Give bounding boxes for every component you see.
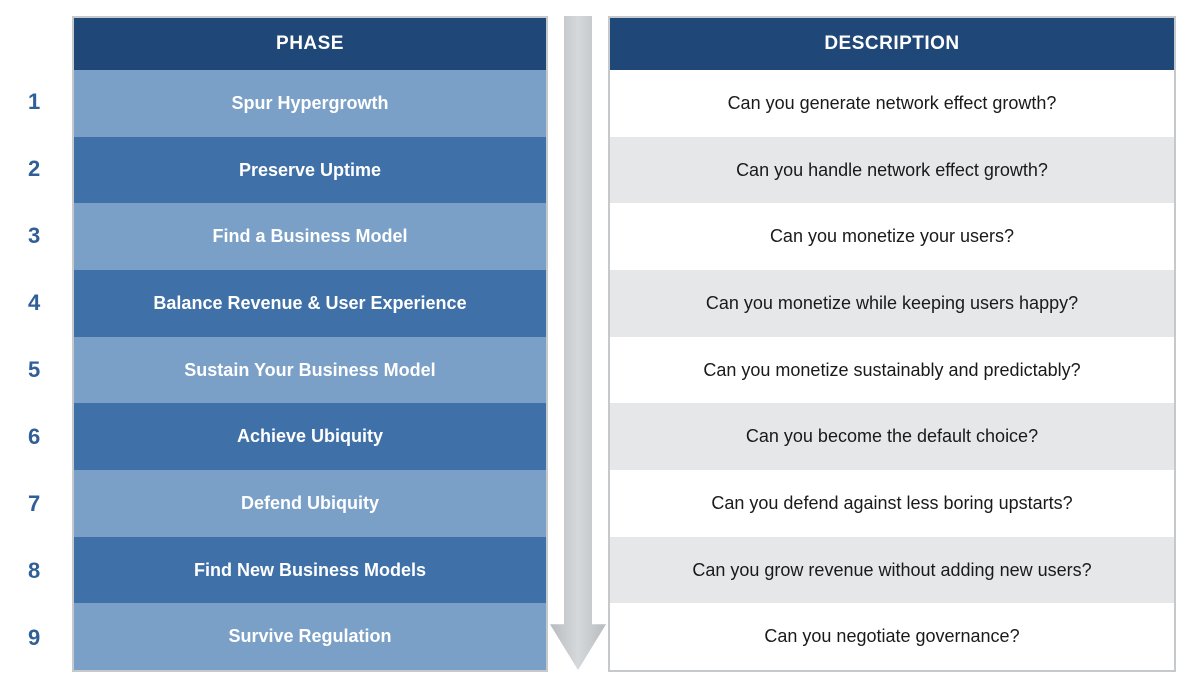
header-spacer	[24, 16, 72, 68]
phase-cell: Balance Revenue & User Experience	[74, 270, 546, 337]
description-cell: Can you become the default choice?	[610, 403, 1174, 470]
phase-cell: Defend Ubiquity	[74, 470, 546, 537]
row-number: 1	[24, 68, 72, 135]
phase-cell: Sustain Your Business Model	[74, 337, 546, 404]
description-cell: Can you monetize your users?	[610, 203, 1174, 270]
row-number: 4	[24, 269, 72, 336]
description-cell: Can you negotiate governance?	[610, 603, 1174, 670]
down-arrow-icon	[548, 16, 608, 672]
phase-cell: Achieve Ubiquity	[74, 403, 546, 470]
phase-column: PHASE Spur Hypergrowth Preserve Uptime F…	[72, 16, 548, 672]
phase-cell: Survive Regulation	[74, 603, 546, 670]
phase-cell: Preserve Uptime	[74, 137, 546, 204]
description-cell: Can you grow revenue without adding new …	[610, 537, 1174, 604]
description-cell: Can you monetize sustainably and predict…	[610, 337, 1174, 404]
row-number: 9	[24, 605, 72, 672]
row-number: 3	[24, 202, 72, 269]
phase-diagram: 1 2 3 4 5 6 7 8 9 PHASE Spur Hypergrowth…	[24, 16, 1176, 672]
phase-cell: Find New Business Models	[74, 537, 546, 604]
row-number: 2	[24, 135, 72, 202]
row-number: 6	[24, 404, 72, 471]
description-column: DESCRIPTION Can you generate network eff…	[608, 16, 1176, 672]
number-column: 1 2 3 4 5 6 7 8 9	[24, 16, 72, 672]
phase-cell: Find a Business Model	[74, 203, 546, 270]
description-cell: Can you handle network effect growth?	[610, 137, 1174, 204]
description-header: DESCRIPTION	[610, 18, 1174, 70]
description-cell: Can you monetize while keeping users hap…	[610, 270, 1174, 337]
phase-header: PHASE	[74, 18, 546, 70]
arrow-column	[548, 16, 608, 672]
row-number: 5	[24, 336, 72, 403]
phase-cell: Spur Hypergrowth	[74, 70, 546, 137]
row-number: 7	[24, 471, 72, 538]
description-cell: Can you defend against less boring upsta…	[610, 470, 1174, 537]
description-cell: Can you generate network effect growth?	[610, 70, 1174, 137]
row-number: 8	[24, 538, 72, 605]
